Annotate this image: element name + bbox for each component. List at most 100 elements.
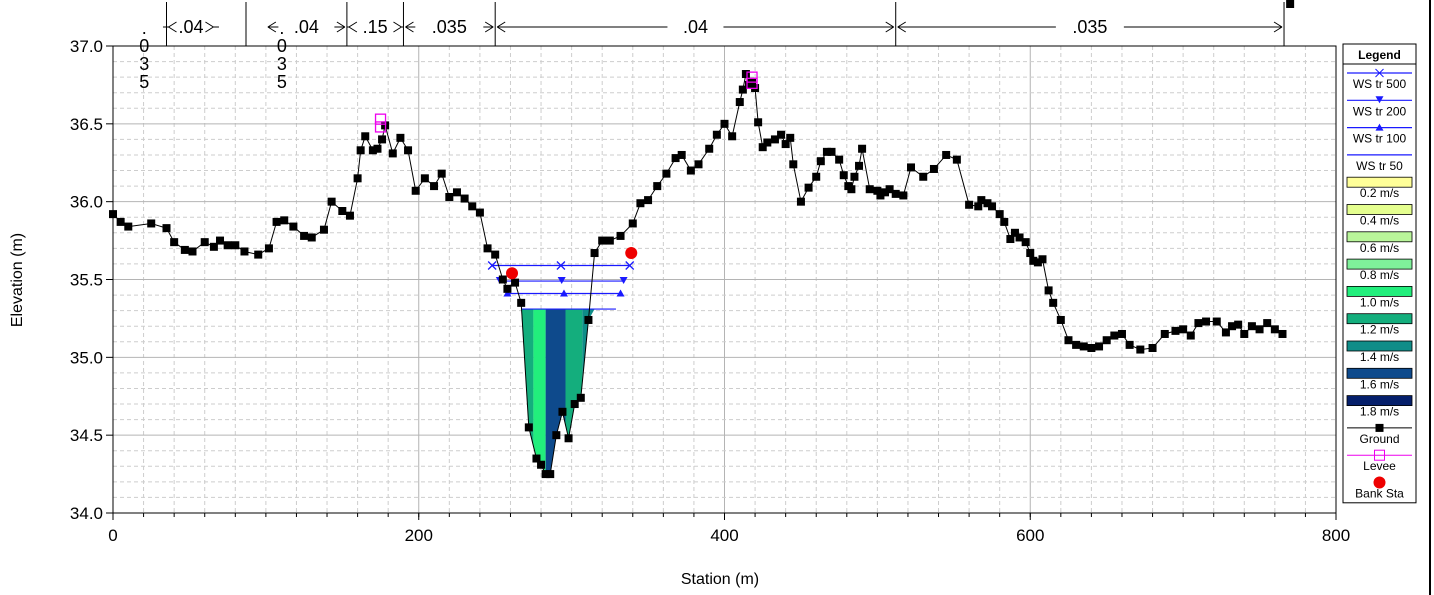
x-axis-title: Station (m) — [681, 571, 759, 588]
ws-marker — [556, 261, 566, 270]
ground-point — [865, 185, 874, 194]
legend-swatch-fill — [1346, 367, 1413, 379]
ground-point — [754, 118, 763, 127]
y-axis-title: Elevation (m) — [9, 233, 26, 327]
ground-point — [396, 133, 405, 142]
velocity-strip — [565, 309, 583, 439]
ground-point — [705, 144, 714, 153]
ground-point — [770, 135, 779, 144]
ground-point — [162, 224, 171, 233]
manning-stacked-label: . — [279, 18, 284, 38]
ground-point — [789, 160, 798, 169]
ground-point — [712, 130, 721, 139]
legend-swatch-fill — [1346, 313, 1413, 325]
y-tick-label: 36.5 — [70, 115, 103, 134]
ground-point — [1228, 322, 1237, 331]
manning-arrowhead — [496, 21, 506, 33]
manning-label: .04 — [178, 17, 203, 37]
ground-point — [1247, 322, 1256, 331]
ground-point — [881, 188, 890, 197]
ground-point — [677, 150, 686, 159]
ground-point — [763, 138, 772, 147]
ground-point — [899, 191, 908, 200]
ground-point — [300, 231, 309, 240]
ground-point — [876, 191, 885, 200]
ground-point — [1095, 342, 1104, 351]
ground-point — [353, 174, 362, 183]
water-surfaces — [487, 261, 635, 310]
legend: Legend WS tr 500 WS tr 200 WS tr 100 WS tr 5… — [1342, 43, 1417, 504]
ground-point — [919, 172, 928, 181]
ground-point — [1136, 345, 1145, 354]
ground-point — [524, 423, 533, 432]
legend-label: 1.8 m/s — [1360, 405, 1399, 419]
manning-stacked-label: 3 — [277, 54, 287, 74]
ground-point — [835, 155, 844, 164]
ground-point — [541, 470, 550, 479]
ground-point — [223, 241, 232, 250]
manning-stacked-label: 0 — [277, 36, 287, 56]
ground-point — [777, 130, 786, 139]
ground-point — [590, 249, 599, 258]
legend-label: 0.8 m/s — [1360, 268, 1399, 282]
ground-point — [653, 182, 662, 191]
ground-point — [1270, 325, 1279, 334]
ground-point — [796, 197, 805, 206]
ground-point — [231, 241, 240, 250]
ground-point — [511, 278, 520, 287]
y-tick-label: 37.0 — [70, 37, 103, 56]
ground-point — [280, 216, 289, 225]
ground-point — [605, 236, 614, 245]
ground-point — [616, 231, 625, 240]
ground-point — [430, 182, 439, 191]
ground-point — [628, 219, 637, 228]
ground-point — [200, 238, 209, 247]
ground-point — [786, 133, 795, 142]
manning-arrowhead — [405, 21, 414, 33]
legend-swatch-fill — [1346, 204, 1413, 215]
ground-point — [694, 160, 703, 169]
manning-arrowhead — [393, 21, 402, 33]
legend-marker — [1373, 476, 1386, 489]
ground-point — [216, 236, 225, 245]
legend-swatch-fill — [1346, 285, 1413, 297]
manning-label: .15 — [363, 17, 388, 37]
ground-point — [404, 146, 413, 155]
ground-point — [822, 147, 831, 156]
ground-point — [636, 199, 645, 208]
y-tick-label: 34.5 — [70, 426, 103, 445]
ground-point — [735, 98, 744, 107]
ground-point — [995, 210, 1004, 219]
ground-point — [858, 144, 867, 153]
ground-point — [907, 163, 916, 172]
legend-marker — [1375, 123, 1384, 131]
legend-label: Ground — [1359, 432, 1399, 446]
manning-label: .035 — [1072, 17, 1107, 37]
ground-point — [1255, 325, 1264, 334]
ground-point — [576, 393, 585, 402]
ground-point — [411, 186, 420, 195]
ground-point — [552, 431, 561, 440]
velocity-strip — [582, 309, 595, 383]
ground-point — [1278, 329, 1287, 338]
ground-point — [738, 85, 747, 94]
manning-stacked-label: 5 — [139, 72, 149, 92]
ground-point — [503, 284, 512, 293]
ground-point — [720, 119, 729, 128]
manning-arrowhead — [1273, 21, 1283, 33]
ground-point — [952, 155, 961, 164]
manning-label: .035 — [432, 17, 467, 37]
ground-point — [338, 207, 347, 216]
ground-point — [1064, 336, 1073, 345]
ground-point — [558, 407, 567, 416]
ground-point — [1117, 329, 1126, 338]
ground-point — [839, 171, 848, 180]
ground-point — [1148, 343, 1157, 352]
ground-point — [445, 192, 454, 201]
ground-point — [180, 245, 189, 254]
ground-point — [804, 183, 813, 192]
ground-point — [1221, 328, 1230, 337]
levee-marker — [374, 121, 387, 133]
manning-arrowhead — [348, 21, 358, 33]
ground-point — [147, 219, 156, 228]
